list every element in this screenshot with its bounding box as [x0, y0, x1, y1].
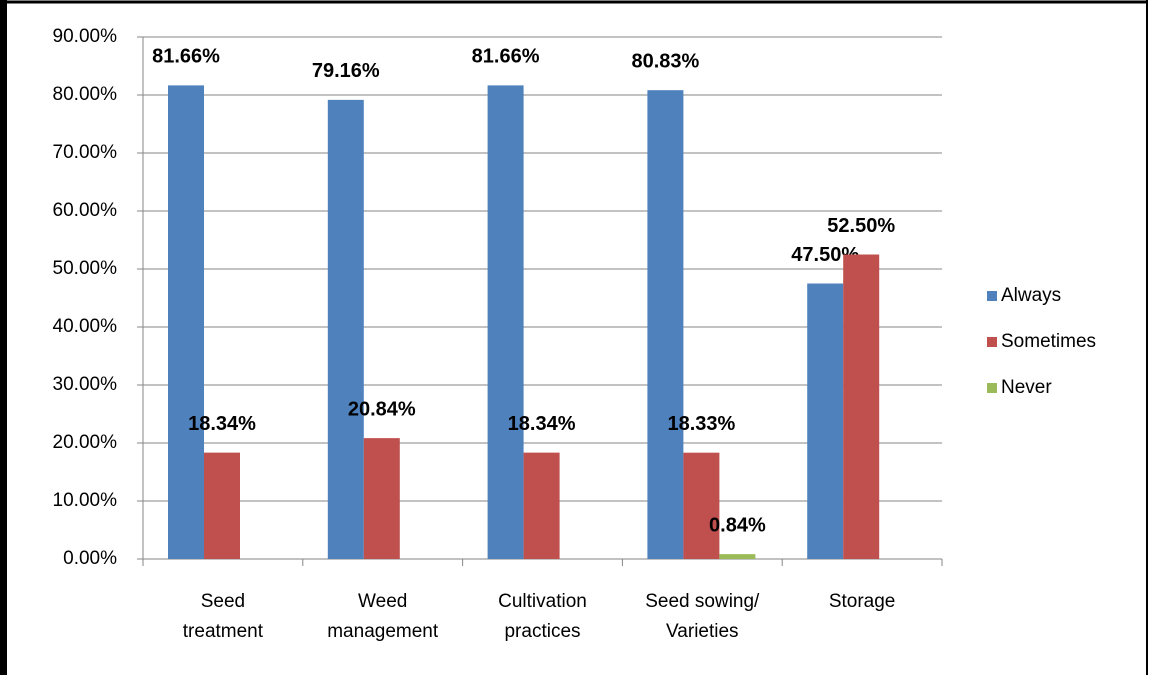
data-label: 81.66%	[472, 46, 540, 68]
x-tick-label: treatment	[183, 621, 264, 642]
y-tick-label: 90.00%	[53, 26, 118, 47]
y-tick-label: 0.00%	[63, 548, 117, 569]
y-tick-label: 20.00%	[53, 432, 118, 453]
x-tick-label: Weed	[358, 591, 407, 612]
data-label: 0.84%	[709, 514, 766, 536]
y-tick-label: 10.00%	[53, 490, 118, 511]
y-tick-label: 60.00%	[53, 200, 118, 221]
legend-swatch	[987, 383, 997, 393]
x-tick-label: Seed	[201, 591, 245, 612]
data-label: 79.16%	[312, 60, 380, 82]
data-label: 52.50%	[827, 215, 895, 237]
bar	[683, 452, 720, 559]
bar	[719, 554, 756, 559]
bar	[843, 254, 880, 559]
data-label: 81.66%	[152, 46, 220, 68]
legend-label: Always	[1001, 285, 1061, 306]
legend-swatch	[987, 337, 997, 347]
x-tick-label: Seed sowing/	[645, 591, 760, 612]
x-tick-label: Storage	[829, 591, 896, 612]
y-tick-label: 80.00%	[53, 84, 118, 105]
y-tick-label: 30.00%	[53, 374, 118, 395]
x-tick-label: practices	[504, 621, 580, 642]
data-label: 47.50%	[791, 244, 859, 266]
data-label: 18.34%	[188, 413, 256, 435]
x-tick-label: Cultivation	[498, 591, 587, 612]
data-label: 18.34%	[508, 413, 576, 435]
legend-label: Never	[1001, 377, 1052, 398]
legend-swatch	[987, 291, 997, 301]
data-label: 20.84%	[348, 398, 416, 420]
bar	[168, 85, 204, 559]
bar	[647, 90, 684, 559]
y-tick-label: 50.00%	[53, 258, 118, 279]
data-label: 18.33%	[667, 413, 735, 435]
y-tick-label: 40.00%	[53, 316, 118, 337]
y-tick-label: 70.00%	[53, 142, 118, 163]
data-label: 80.83%	[631, 50, 699, 72]
x-tick-label: Varieties	[666, 621, 739, 642]
x-tick-label: management	[327, 621, 439, 642]
bar	[363, 438, 400, 559]
bar	[204, 452, 240, 559]
bar	[807, 283, 844, 559]
legend-label: Sometimes	[1001, 331, 1096, 352]
bar	[487, 85, 524, 559]
bar	[523, 452, 560, 559]
bar	[327, 99, 364, 559]
